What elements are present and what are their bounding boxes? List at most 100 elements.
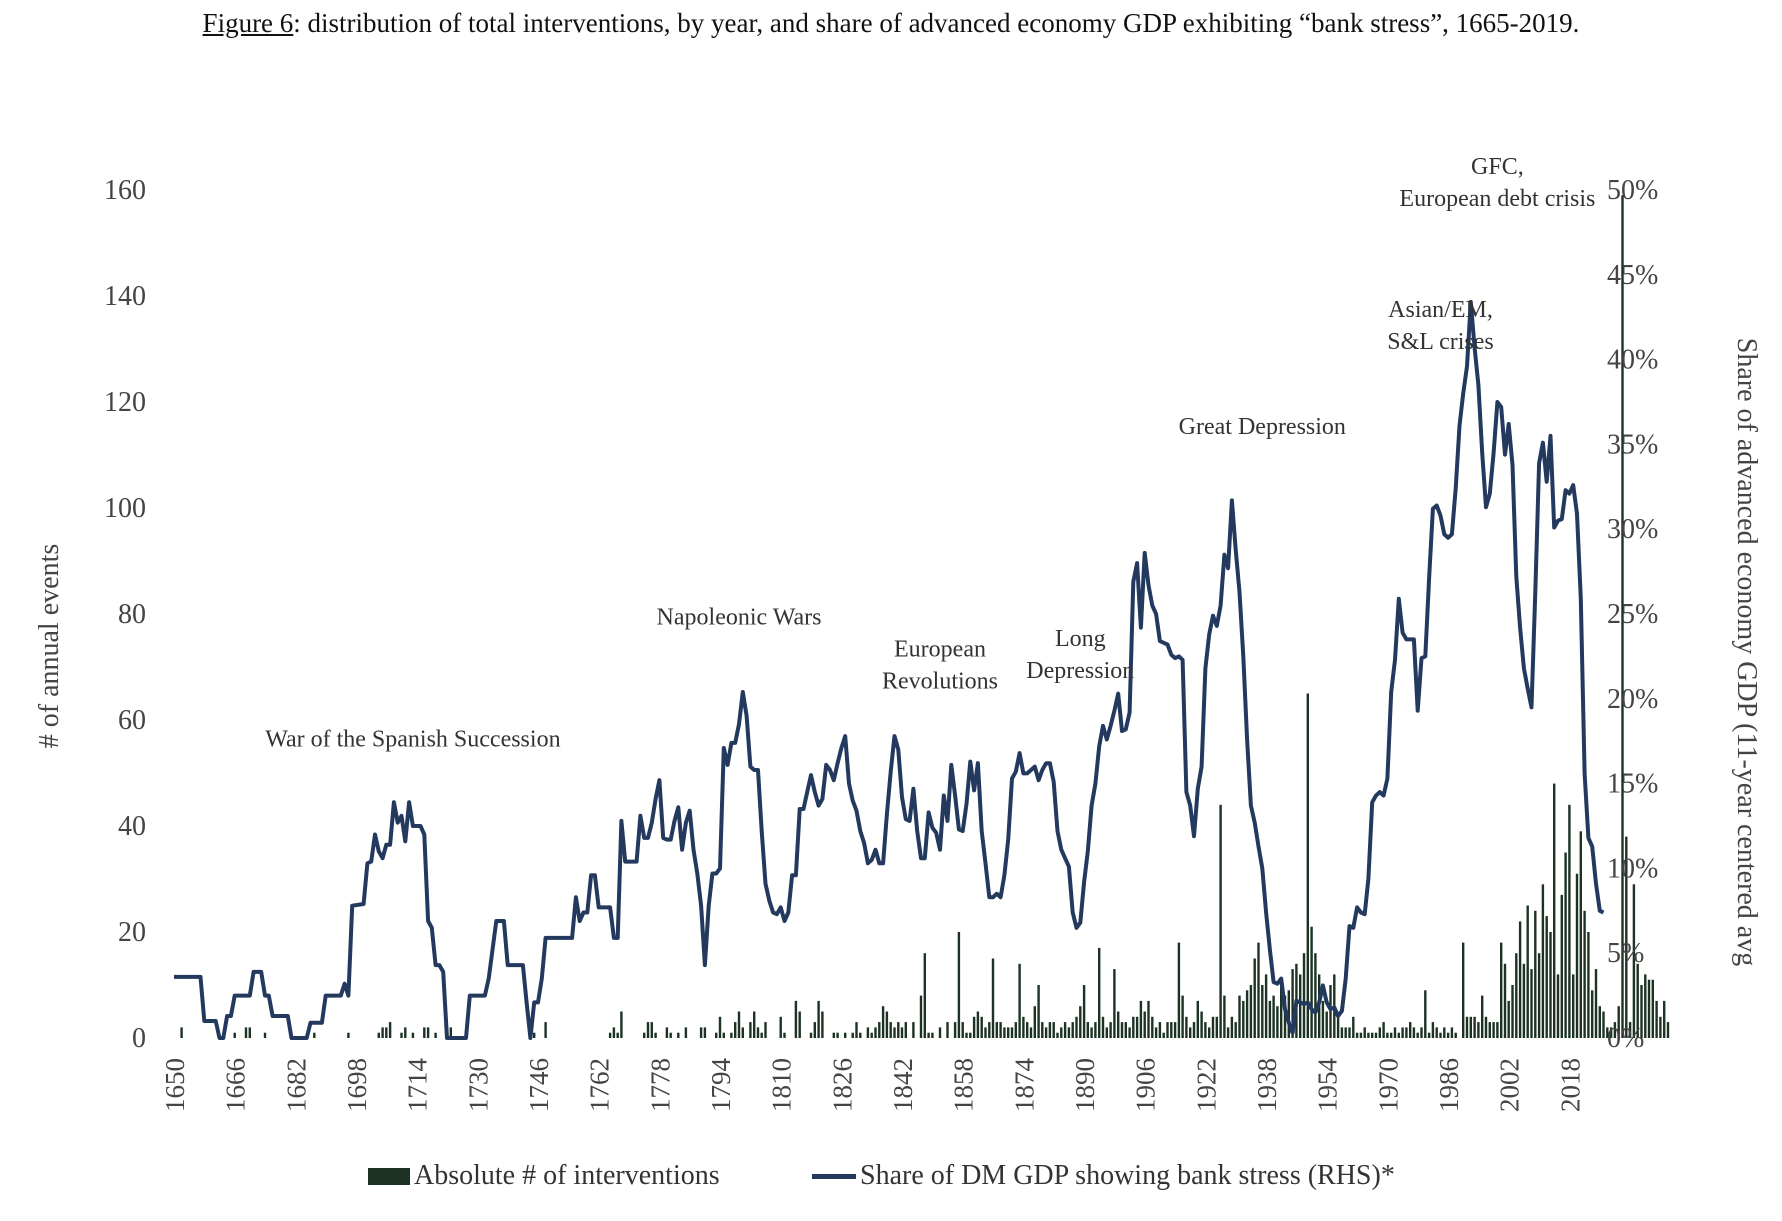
bar-1843	[904, 1022, 907, 1038]
bar-1842	[900, 1027, 904, 1038]
bar-1906	[1143, 1011, 1146, 1038]
bar-1781	[669, 1032, 672, 1038]
bar-2032	[1621, 195, 1624, 1039]
bar-1888	[1075, 1016, 1078, 1038]
bar-1929	[1230, 1016, 1234, 1038]
x-tick-label: 1714	[403, 1058, 433, 1113]
bar-1767	[616, 1032, 619, 1038]
bar-1866	[991, 958, 995, 1038]
y-right-tick-label: 50%	[1607, 175, 1658, 206]
bar-1705	[381, 1027, 384, 1038]
bar-1988	[1454, 1032, 1457, 1038]
bar-1899	[1117, 1011, 1120, 1038]
bar-1827	[844, 1032, 847, 1038]
bar-1856	[953, 1022, 957, 1038]
bar-1940	[1272, 995, 1275, 1038]
bar-1995	[1481, 995, 1484, 1038]
x-tick-label: 1794	[706, 1058, 736, 1113]
bar-1814	[794, 1000, 798, 1038]
bar-1992	[1469, 1016, 1472, 1038]
legend-line-swatch	[812, 1173, 856, 1179]
bar-1921	[1200, 1011, 1203, 1038]
bar-1954	[1325, 1011, 1328, 1038]
bar-1818	[809, 1032, 813, 1038]
bar-1745	[533, 1032, 536, 1038]
x-tick-label: 1810	[767, 1058, 797, 1112]
bar-1997	[1488, 1022, 1491, 1038]
bar-1810	[779, 1016, 782, 1038]
y-left-tick-label: 60	[118, 705, 146, 736]
bar-1980	[1424, 990, 1427, 1038]
bar-2011	[1541, 884, 1545, 1038]
bar-1674	[263, 1032, 267, 1038]
bar-1894	[1098, 947, 1101, 1038]
bar-1898	[1113, 969, 1116, 1038]
bar-1926	[1219, 804, 1222, 1038]
bar-1960	[1348, 1027, 1351, 1038]
bar-1802	[749, 1022, 752, 1038]
bar-1909	[1154, 1027, 1158, 1038]
bar-1881	[1048, 1022, 1052, 1038]
bar-2022	[1583, 910, 1586, 1038]
bar-1996	[1484, 1016, 1488, 1038]
bar-1930	[1234, 1022, 1237, 1038]
bar-2016	[1560, 894, 1563, 1038]
bar-1670	[248, 1027, 251, 1038]
y-left-tick-label: 100	[104, 493, 146, 524]
legend-bars-swatch	[368, 1167, 410, 1185]
bar-1864	[984, 1027, 987, 1038]
bar-1907	[1147, 1000, 1150, 1038]
bar-1957	[1336, 1016, 1340, 1038]
bar-1913	[1170, 1022, 1173, 1038]
y-right-tick-label: 0%	[1607, 1023, 1644, 1054]
bar-1891	[1086, 1022, 1089, 1038]
annotation-label: Napoleonic Wars	[657, 605, 822, 631]
bar-1789	[699, 1027, 703, 1038]
x-tick-label: 1874	[1009, 1058, 1039, 1113]
bar-1965	[1367, 1032, 1370, 1038]
bar-1959	[1344, 1027, 1347, 1038]
bar-1971	[1390, 1032, 1393, 1038]
y-axis-right-label: Share of advanced economy GDP (11-year c…	[1731, 338, 1762, 966]
bar-2041	[1655, 1000, 1658, 1038]
bar-2024	[1591, 990, 1594, 1038]
bar-1835	[874, 1027, 877, 1038]
x-tick-label: 1922	[1191, 1058, 1221, 1112]
bar-1723	[449, 1027, 452, 1038]
annotation-label: Revolutions	[882, 668, 998, 694]
bar-2006	[1522, 963, 1526, 1038]
bar-1896	[1105, 1027, 1108, 1038]
bar-1968	[1378, 1027, 1381, 1038]
bar-1923	[1208, 1027, 1211, 1038]
bar-1953	[1321, 1000, 1325, 1038]
bar-2026	[1598, 1006, 1601, 1038]
bar-1748	[544, 1022, 547, 1038]
bar-2044	[1666, 1022, 1670, 1038]
bar-1876	[1029, 1027, 1033, 1038]
x-tick-label: 2002	[1495, 1058, 1525, 1112]
bar-1775	[646, 1022, 650, 1038]
bar-1994	[1477, 1022, 1480, 1038]
bar-1895	[1101, 1016, 1105, 1038]
bar-1669	[244, 1027, 248, 1038]
bar-1875	[1026, 1022, 1029, 1038]
bar-1884	[1060, 1027, 1063, 1038]
bar-1947	[1299, 974, 1302, 1038]
bar-2014	[1553, 783, 1556, 1038]
bar-2001	[1503, 963, 1507, 1038]
bar-1716	[423, 1027, 426, 1038]
bar-1897	[1109, 1022, 1112, 1038]
annotation-label: GFC,	[1471, 154, 1524, 180]
bar-1836	[878, 1022, 881, 1038]
bar-1893	[1094, 1022, 1097, 1038]
bar-1707	[388, 1022, 392, 1038]
legend-bars-label: Absolute # of interventions	[414, 1160, 720, 1191]
bar-1880	[1044, 1027, 1048, 1038]
axes: 0 20 40 60 80 100 120 140 160 0% 5% 10% 15% 20% 25% 30%…	[104, 175, 1658, 1112]
interventions-bars	[180, 195, 1670, 1039]
bar-2027	[1602, 1011, 1605, 1038]
bar-1914	[1173, 1022, 1177, 1038]
annotation-label: Great Depression	[1179, 414, 1346, 440]
bar-1924	[1211, 1016, 1215, 1038]
bar-1794	[718, 1016, 722, 1038]
